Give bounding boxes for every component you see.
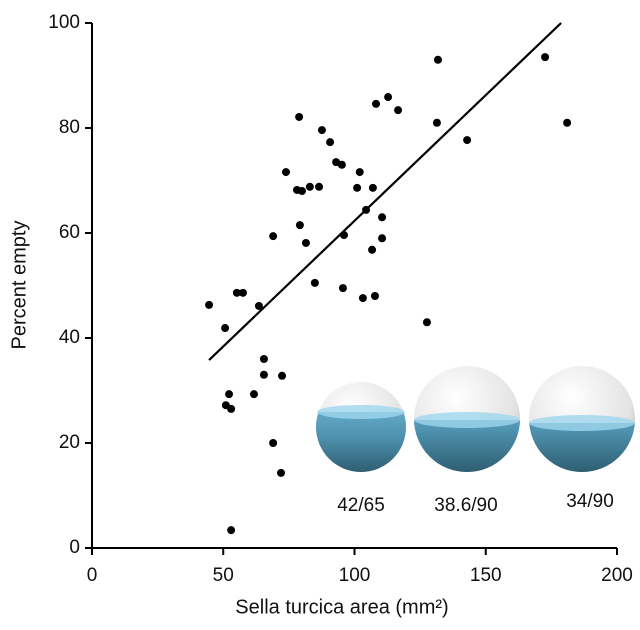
x-tick-label: 150 — [470, 565, 502, 586]
data-point — [277, 468, 285, 477]
data-point — [340, 231, 348, 240]
data-point — [254, 301, 263, 310]
data-point — [301, 238, 310, 247]
data-point — [315, 182, 324, 191]
sphere-fluid — [316, 412, 406, 472]
data-point — [295, 112, 304, 121]
data-point — [355, 168, 364, 177]
y-tick-label: 40 — [59, 327, 80, 348]
data-point — [295, 221, 304, 230]
annotation: 42/65 — [337, 495, 385, 516]
data-point — [238, 288, 247, 297]
data-point — [433, 55, 442, 64]
x-tick-label: 200 — [601, 565, 633, 586]
data-point — [353, 183, 362, 192]
data-point — [384, 93, 393, 102]
y-tick-label: 80 — [59, 117, 80, 138]
annotation: 34/90 — [566, 491, 614, 512]
data-point — [298, 187, 306, 195]
data-point — [358, 294, 367, 303]
y-axis-label: Percent empty — [8, 221, 30, 350]
data-point — [225, 390, 234, 399]
fluid-surface — [529, 415, 635, 431]
data-point — [232, 288, 241, 297]
data-point — [394, 106, 403, 115]
data-point — [221, 324, 230, 333]
data-point — [305, 182, 314, 191]
fluid-surface — [414, 412, 520, 428]
data-point — [378, 234, 387, 243]
data-point — [362, 205, 371, 214]
fluid-surface — [317, 405, 405, 419]
data-point — [432, 118, 441, 127]
data-point — [205, 300, 214, 309]
data-point — [317, 126, 326, 135]
data-point — [281, 168, 290, 177]
data-point — [269, 232, 278, 241]
spheres — [316, 366, 635, 472]
data-point — [227, 404, 236, 413]
data-point — [259, 370, 268, 379]
data-point — [463, 136, 472, 145]
data-point — [310, 278, 319, 287]
data-point — [227, 526, 236, 535]
data-point — [378, 213, 387, 222]
data-point — [372, 99, 381, 108]
data-point — [249, 390, 258, 399]
data-point — [541, 53, 550, 62]
x-axis-label: Sella turcica area (mm²) — [235, 596, 448, 618]
x-tick-label: 0 — [87, 565, 98, 586]
data-point — [326, 138, 335, 147]
data-point — [269, 439, 278, 447]
data-point — [422, 318, 431, 327]
y-tick-label: 60 — [59, 222, 80, 243]
data-point — [338, 284, 347, 293]
x-tick-label: 100 — [339, 565, 371, 586]
trend-line — [208, 22, 562, 361]
data-point — [370, 292, 379, 300]
data-point — [259, 355, 268, 363]
data-point — [278, 371, 287, 380]
y-tick-label: 0 — [69, 537, 80, 558]
data-point — [563, 118, 572, 127]
data-point — [337, 160, 346, 169]
y-tick-label: 20 — [59, 432, 80, 453]
sphere-fluid — [529, 423, 635, 472]
data-point — [368, 245, 377, 254]
y-tick-label: 100 — [48, 12, 80, 33]
data-point — [368, 183, 377, 192]
x-tick-label: 50 — [213, 565, 234, 586]
annotation: 38.6/90 — [434, 495, 497, 516]
sphere-fluid — [414, 420, 520, 472]
